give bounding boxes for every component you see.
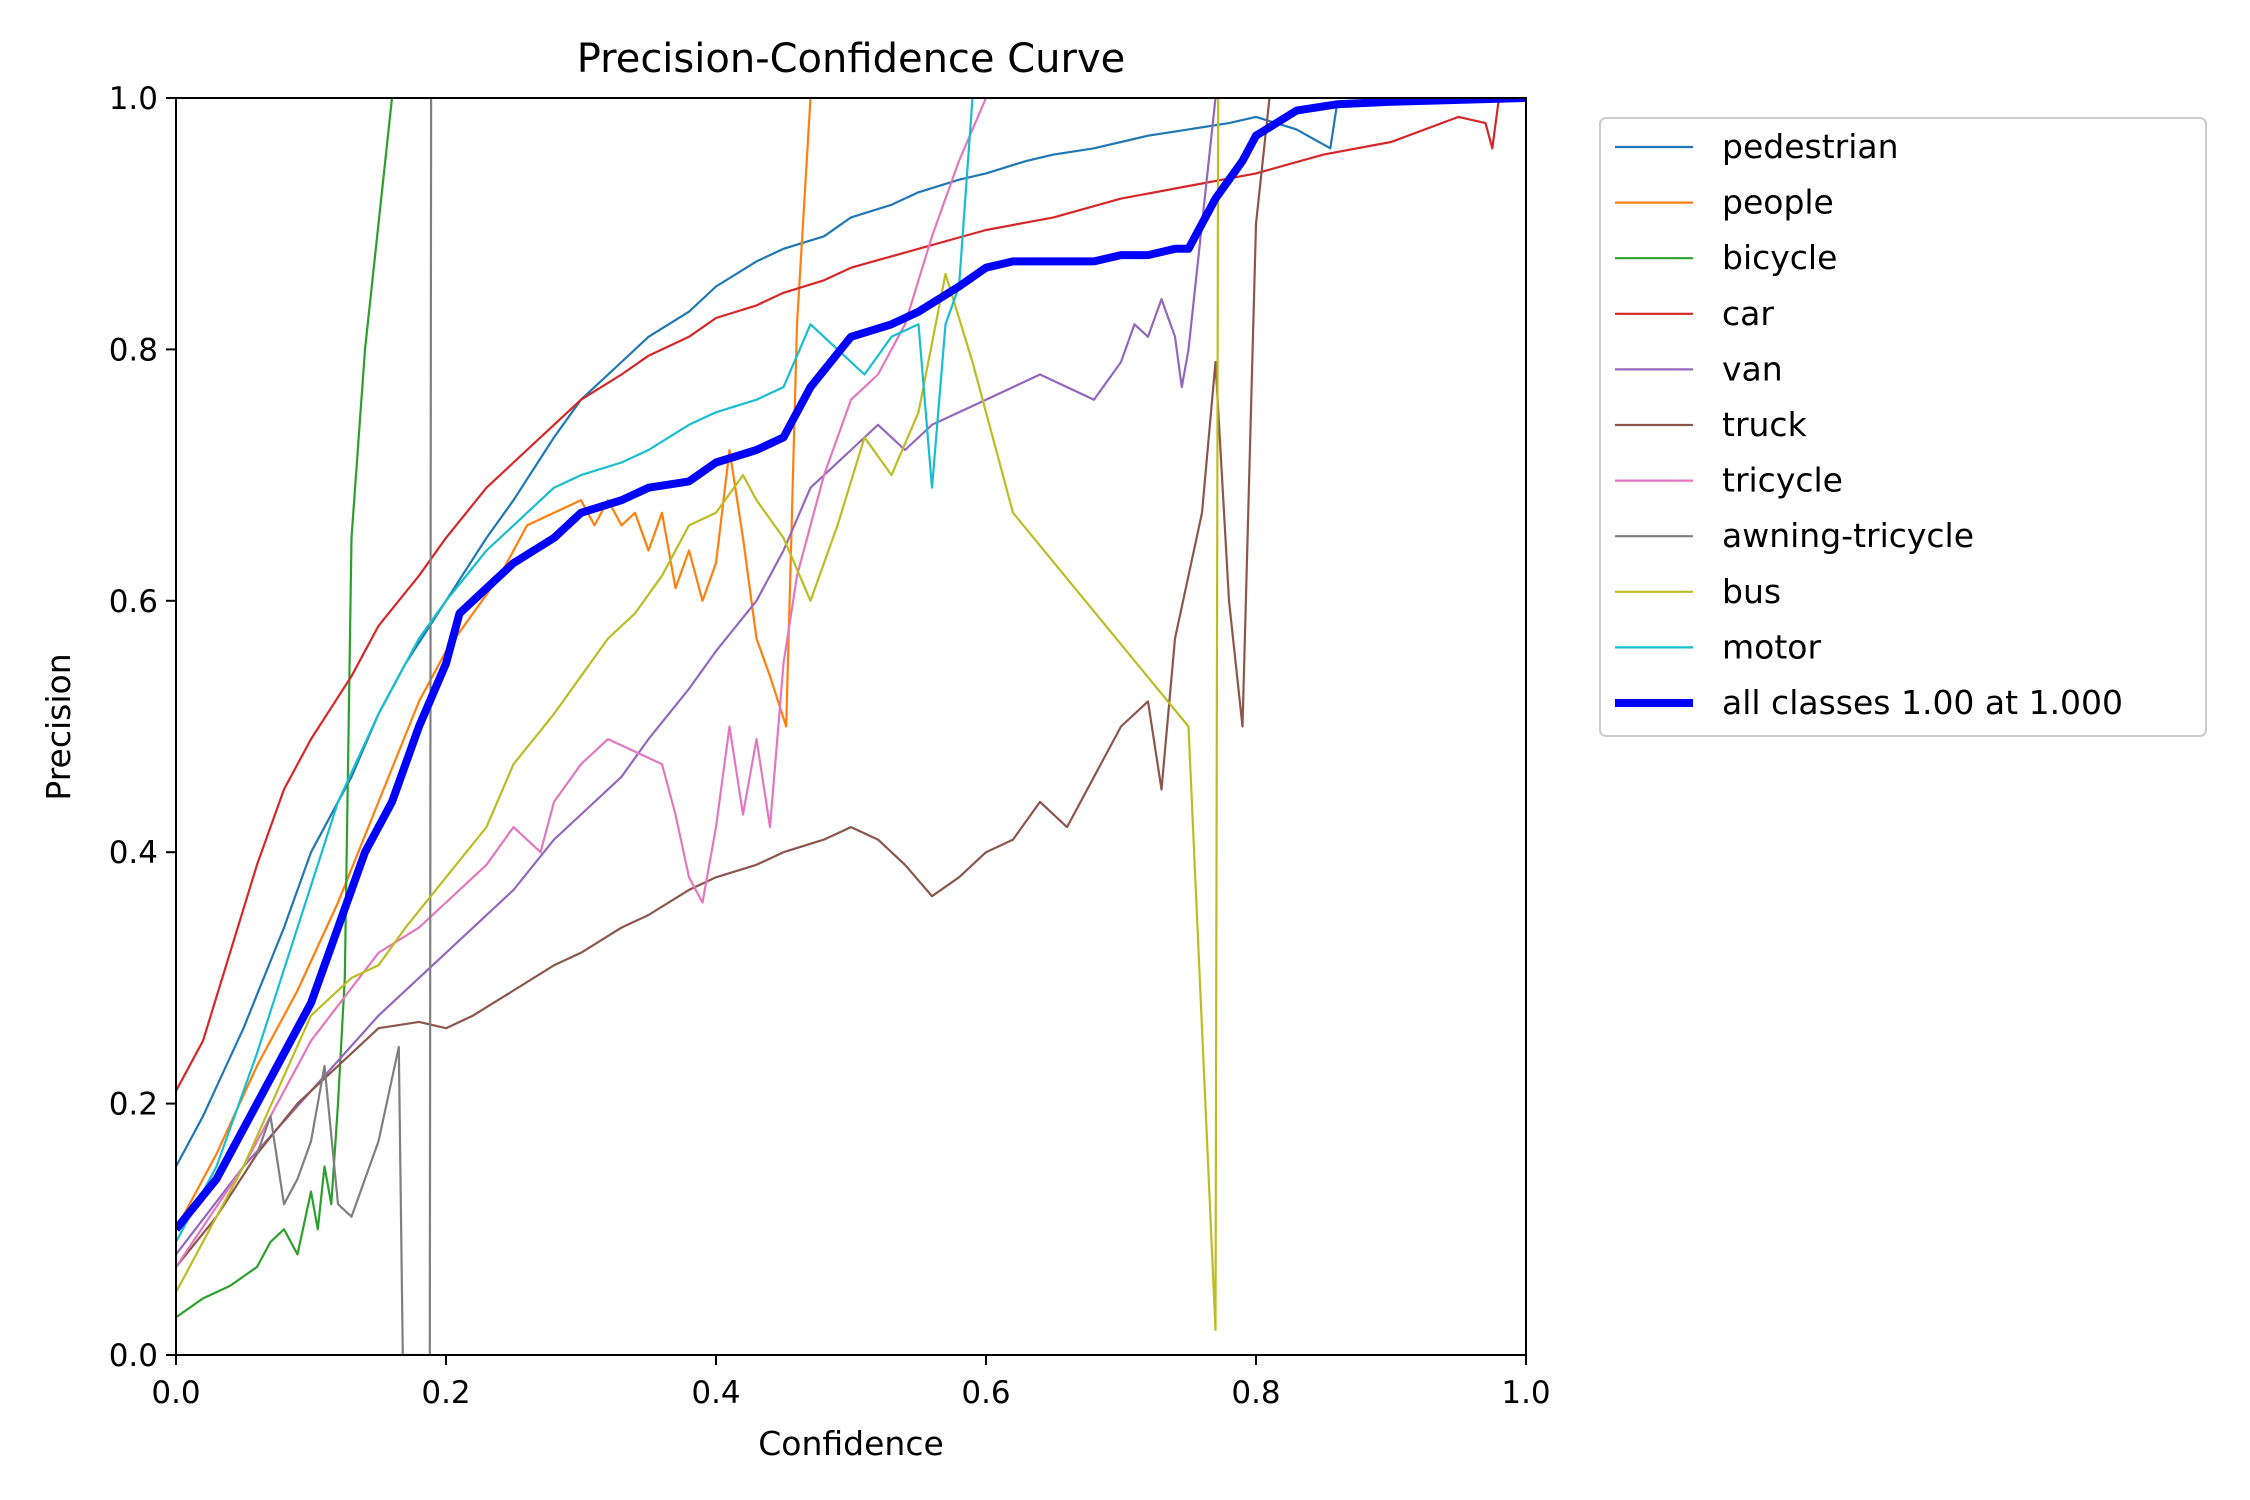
- legend-items: pedestrian people bicycle car van truck tricyc…: [1615, 127, 2123, 722]
- series-line-all-classes-1-00-at-1-000: [176, 98, 1526, 1232]
- x-tick-label: 1.0: [1501, 1375, 1550, 1411]
- x-axis-ticks: 0.0 0.2 0.4 0.6 0.8 1.0: [151, 1355, 1551, 1411]
- legend: pedestrian people bicycle car van truck tricyc…: [1599, 117, 2207, 737]
- legend-label-truck: truck: [1722, 405, 1808, 444]
- legend-label-awning-tricycle: awning-tricycle: [1722, 516, 1974, 555]
- legend-label-van: van: [1722, 349, 1783, 388]
- legend-label-all-classes-1-00-at-1-000: all classes 1.00 at 1.000: [1722, 683, 2123, 722]
- legend-label-people: people: [1722, 183, 1834, 222]
- series-line-tricycle: [176, 98, 988, 1268]
- legend-label-car: car: [1722, 294, 1774, 333]
- plot-frame: [175, 97, 1527, 1356]
- legend-label-pedestrian: pedestrian: [1722, 127, 1899, 166]
- x-tick-label: 0.0: [151, 1375, 200, 1411]
- legend-label-bicycle: bicycle: [1722, 238, 1837, 277]
- series-line-pedestrian: [176, 98, 1526, 1168]
- y-axis-label: Precision: [39, 653, 78, 800]
- legend-label-tricycle: tricycle: [1722, 461, 1843, 500]
- y-tick-label: 0.4: [109, 835, 158, 871]
- x-tick-label: 0.6: [961, 1375, 1010, 1411]
- series-layer: [176, 98, 1526, 1355]
- series-line-motor: [176, 98, 974, 1243]
- x-axis-label: Confidence: [758, 1424, 944, 1463]
- y-tick-label: 0.2: [109, 1087, 158, 1123]
- series-line-car: [176, 98, 1501, 1092]
- legend-label-bus: bus: [1722, 572, 1781, 611]
- series-line-bicycle: [176, 98, 394, 1319]
- y-tick-label: 0.8: [109, 332, 158, 368]
- x-tick-label: 0.2: [421, 1375, 470, 1411]
- series-line-people: [176, 98, 812, 1230]
- y-axis-ticks: 0.0 0.2 0.4 0.6 0.8 1.0: [109, 81, 176, 1374]
- chart-title: Precision-Confidence Curve: [577, 36, 1126, 82]
- legend-frame: [1599, 117, 2207, 737]
- series-line-truck: [176, 98, 1271, 1268]
- legend-label-motor: motor: [1722, 627, 1821, 666]
- series-line-awning-tricycle: [255, 98, 433, 1355]
- y-tick-label: 0.6: [109, 584, 158, 620]
- series-line-van: [176, 98, 1217, 1256]
- y-tick-label: 1.0: [109, 81, 158, 117]
- x-tick-label: 0.4: [691, 1375, 740, 1411]
- y-tick-label: 0.0: [109, 1338, 158, 1374]
- x-tick-label: 0.8: [1231, 1375, 1280, 1411]
